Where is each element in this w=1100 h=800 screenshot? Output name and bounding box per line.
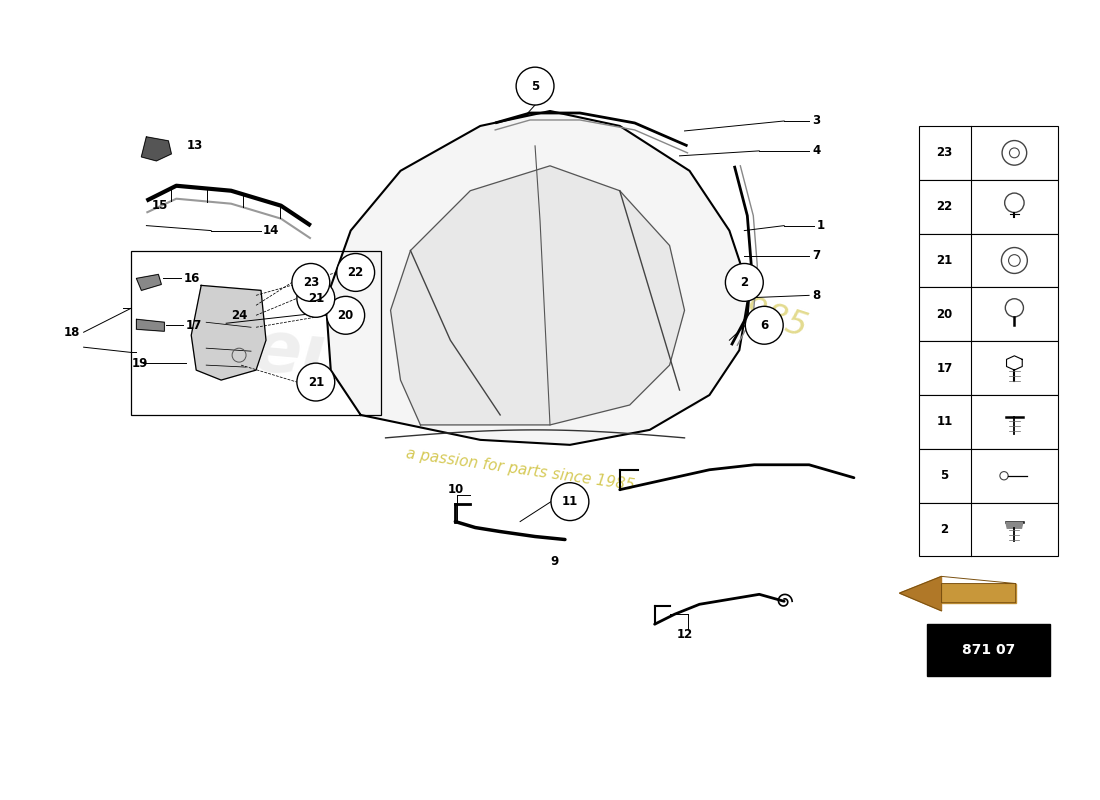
Text: eurospares: eurospares [250, 316, 711, 424]
Text: 2: 2 [740, 276, 748, 289]
Text: 14: 14 [263, 224, 279, 237]
Bar [918, 395, 1058, 449]
Text: 4: 4 [812, 144, 821, 158]
Circle shape [337, 254, 375, 291]
Text: 22: 22 [348, 266, 364, 279]
Text: 20: 20 [338, 309, 354, 322]
Circle shape [327, 296, 364, 334]
Text: 16: 16 [184, 272, 200, 285]
Polygon shape [1006, 522, 1023, 528]
Text: 13: 13 [186, 139, 202, 152]
Text: since 1985: since 1985 [628, 257, 811, 344]
Text: 11: 11 [562, 495, 579, 508]
Circle shape [516, 67, 554, 105]
Text: 6: 6 [760, 318, 769, 332]
Text: 15: 15 [152, 199, 168, 212]
Polygon shape [191, 286, 266, 380]
Text: 3: 3 [812, 114, 821, 127]
Text: 21: 21 [308, 292, 323, 305]
Text: 21: 21 [308, 375, 323, 389]
Polygon shape [136, 319, 164, 331]
Bar [926, 624, 1050, 676]
Bar [918, 342, 1058, 395]
Text: 5: 5 [531, 79, 539, 93]
Text: 19: 19 [132, 357, 147, 370]
Polygon shape [136, 274, 162, 290]
Text: 23: 23 [302, 276, 319, 289]
Bar [918, 180, 1058, 234]
Text: 1: 1 [817, 219, 825, 232]
Circle shape [725, 263, 763, 302]
Text: 20: 20 [936, 308, 953, 321]
Circle shape [297, 279, 334, 318]
Bar [132, 250, 381, 415]
Text: 23: 23 [936, 146, 953, 159]
Bar [918, 502, 1058, 557]
Text: 871 07: 871 07 [961, 643, 1015, 657]
Circle shape [746, 306, 783, 344]
Bar [918, 234, 1058, 287]
Text: 18: 18 [64, 326, 80, 338]
Circle shape [297, 363, 334, 401]
Text: 17: 17 [185, 318, 201, 332]
Text: 2: 2 [940, 523, 948, 536]
Circle shape [292, 263, 330, 302]
Bar [918, 126, 1058, 180]
Text: 12: 12 [676, 628, 693, 641]
Polygon shape [390, 166, 684, 425]
Text: 7: 7 [812, 249, 821, 262]
Text: 10: 10 [448, 483, 463, 496]
Bar [918, 449, 1058, 502]
Text: a passion for parts since 1985: a passion for parts since 1985 [405, 446, 636, 494]
Polygon shape [942, 583, 1015, 602]
Polygon shape [142, 137, 172, 161]
Text: 9: 9 [551, 555, 559, 568]
Circle shape [551, 482, 588, 521]
Text: 21: 21 [936, 254, 953, 267]
Polygon shape [900, 576, 942, 611]
Text: 5: 5 [940, 470, 948, 482]
Bar [918, 287, 1058, 342]
Text: 22: 22 [936, 200, 953, 213]
Text: 8: 8 [812, 289, 821, 302]
Text: 17: 17 [936, 362, 953, 374]
Polygon shape [326, 111, 749, 445]
Text: 24: 24 [231, 309, 248, 322]
Text: 11: 11 [936, 415, 953, 429]
